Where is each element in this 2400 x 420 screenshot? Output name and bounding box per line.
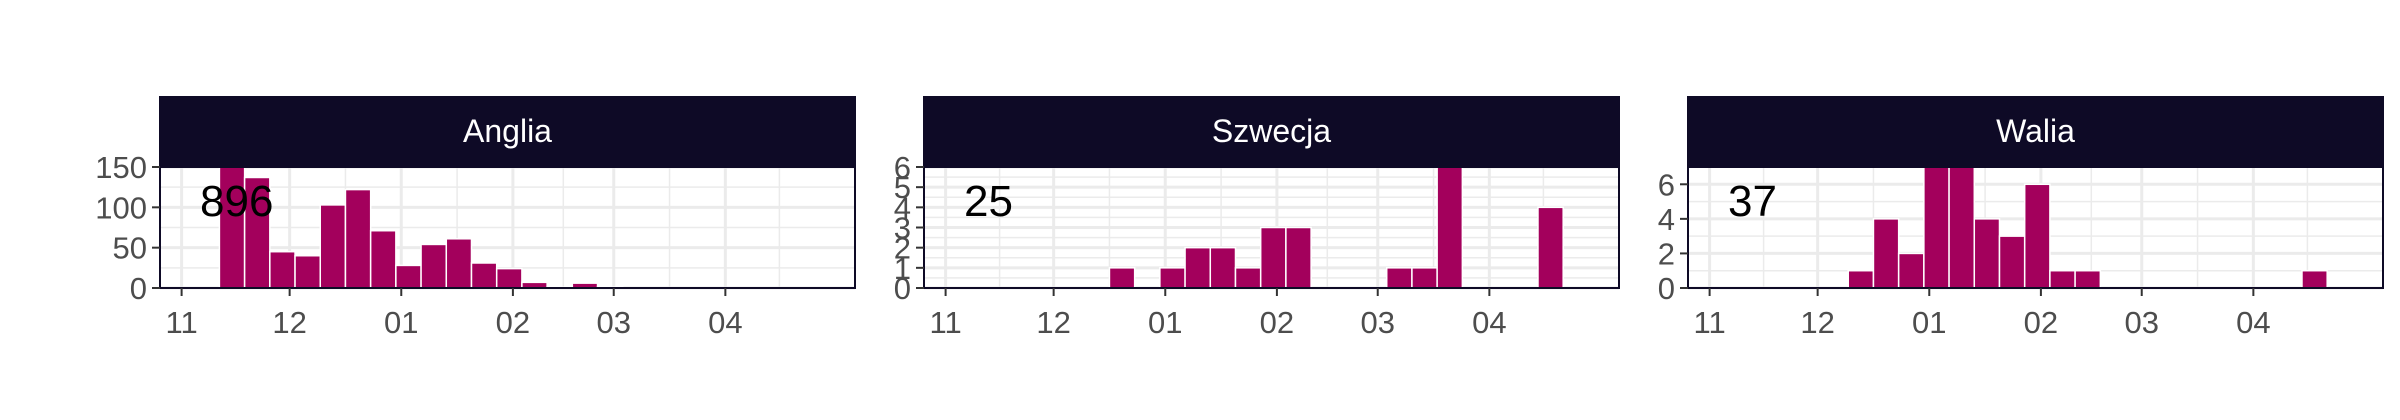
bar (1411, 267, 1438, 289)
y-tick-label: 6 (894, 150, 911, 185)
y-tick-label: 0 (1658, 271, 1675, 306)
x-tick-label: 11 (930, 305, 962, 340)
count-annotation: 896 (200, 177, 273, 226)
bar (319, 204, 347, 289)
bar (1234, 267, 1262, 289)
y-tick-label: 2 (894, 231, 911, 266)
bar (2301, 269, 2328, 289)
bar (1872, 218, 1900, 289)
x-tick-label: 04 (708, 305, 742, 340)
bar (2023, 183, 2051, 289)
bar (495, 267, 523, 289)
bar (1209, 246, 1237, 289)
bar (1998, 235, 2026, 289)
bar (294, 254, 321, 289)
bar (445, 238, 473, 289)
x-tick-label: 12 (1800, 305, 1834, 340)
bar (1537, 206, 1564, 289)
x-tick-label: 12 (1036, 305, 1070, 340)
y-tick-label: 50 (113, 231, 147, 266)
bar (269, 250, 296, 289)
bar (1184, 246, 1212, 289)
bar (2049, 269, 2076, 289)
bar (1897, 252, 1925, 289)
x-tick-label: 01 (1912, 305, 1946, 340)
x-tick-label: 04 (2236, 305, 2270, 340)
bar (369, 229, 397, 289)
x-tick-label: 02 (1260, 305, 1294, 340)
y-tick-label: 5 (894, 170, 911, 205)
x-tick-label: 12 (272, 305, 306, 340)
bar (1285, 226, 1312, 289)
x-tick-label: 04 (1472, 305, 1506, 340)
facet-label: Anglia (463, 113, 552, 149)
facet-label: Walia (1996, 113, 2075, 149)
y-tick-label: 4 (1658, 202, 1675, 237)
y-tick-label: 1 (894, 251, 911, 286)
bar (1436, 166, 1464, 289)
facet-strip (159, 96, 856, 166)
y-tick-label: 100 (95, 190, 147, 225)
facet-label: Szwecja (1212, 113, 1331, 149)
panel-anglia: Anglia 896 0 50 100 150 11 12 01 02 03 04 (95, 96, 856, 340)
bar (344, 188, 372, 289)
facet-strip (1687, 96, 2384, 166)
bar (1259, 226, 1287, 289)
x-tick-label: 03 (2124, 305, 2158, 340)
bar (1973, 218, 2001, 289)
y-tick-label: 4 (894, 190, 911, 225)
y-tick-label: 0 (894, 271, 911, 306)
count-annotation: 37 (1728, 177, 1777, 226)
bar (470, 262, 498, 289)
x-tick-label: 11 (166, 305, 198, 340)
x-tick-label: 03 (596, 305, 630, 340)
y-tick-label: 2 (1658, 236, 1675, 271)
x-tick-label: 02 (2024, 305, 2058, 340)
y-tick-label: 3 (894, 211, 911, 246)
bar (1159, 267, 1186, 289)
y-tick-label: 150 (95, 150, 147, 185)
bar (395, 264, 422, 289)
x-tick-label: 11 (1694, 305, 1726, 340)
bar (1923, 166, 1950, 289)
facet-strip (923, 96, 1620, 166)
x-tick-label: 01 (384, 305, 418, 340)
bar (420, 243, 448, 289)
bar (1847, 269, 1875, 289)
panel-border (159, 166, 856, 289)
panel-border (1687, 166, 2384, 289)
x-tick-label: 01 (1148, 305, 1182, 340)
y-tick-label: 0 (130, 271, 147, 306)
bar (2074, 269, 2102, 289)
x-tick-label: 03 (1360, 305, 1394, 340)
bar (1108, 267, 1136, 289)
bar (1948, 166, 1976, 289)
bar (1385, 267, 1413, 289)
x-tick-label: 02 (496, 305, 530, 340)
count-annotation: 25 (964, 177, 1013, 226)
y-tick-label: 6 (1658, 167, 1675, 202)
